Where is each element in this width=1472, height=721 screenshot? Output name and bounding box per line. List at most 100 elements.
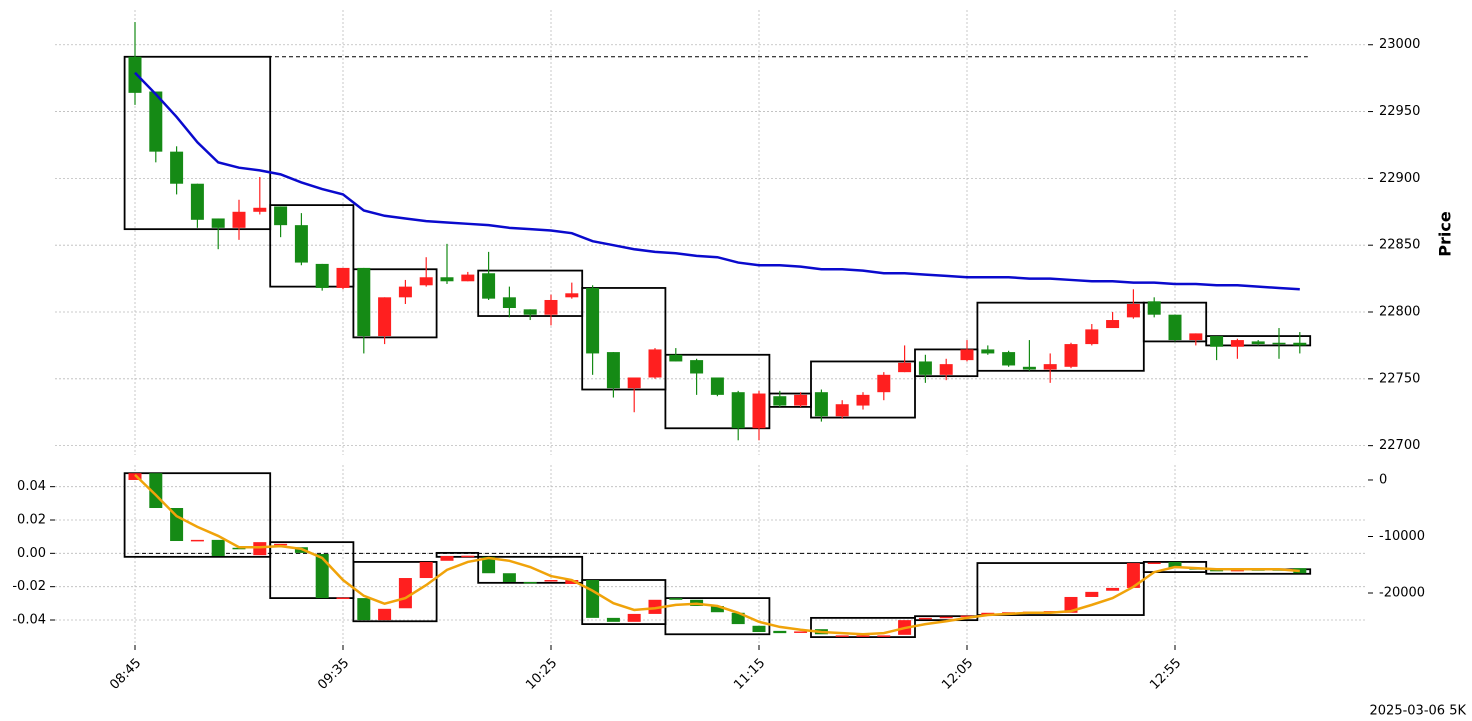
candle-body — [523, 309, 537, 315]
candle-body — [710, 606, 724, 613]
candle-body — [731, 392, 745, 429]
candle-body — [627, 377, 641, 389]
candle-body — [461, 555, 475, 558]
candle-body — [877, 374, 891, 393]
candle-body — [1085, 329, 1099, 345]
candle-body — [357, 267, 371, 337]
candle-body — [1022, 366, 1036, 370]
candle-body — [315, 263, 329, 288]
candle-body — [1106, 587, 1120, 591]
candle-body — [918, 617, 932, 620]
candle-body — [149, 91, 163, 152]
candle-body — [378, 608, 392, 621]
candle-body — [1126, 563, 1140, 588]
range-box — [810, 616, 916, 638]
y-tick-label: 23000 — [1379, 37, 1420, 52]
candle-body — [544, 299, 558, 315]
candle-body — [877, 635, 891, 637]
candle-body — [336, 267, 350, 288]
candle-body — [648, 599, 662, 614]
candle-body — [128, 56, 142, 93]
range-box — [581, 287, 667, 391]
x-tick-label: 09:35 — [315, 656, 352, 693]
candle-body — [232, 211, 246, 228]
candle-body — [627, 613, 641, 622]
candle-body — [794, 394, 808, 406]
candle-body — [939, 364, 953, 375]
candle-body — [1251, 341, 1265, 345]
candle-body — [690, 360, 704, 374]
candle-body — [1002, 352, 1016, 366]
y-tick-label: 0.02 — [17, 513, 46, 528]
range-box — [352, 561, 438, 623]
candle-body — [523, 581, 537, 584]
candle-body — [669, 354, 683, 362]
candle-body — [357, 598, 371, 621]
candle-body — [482, 556, 496, 574]
candle-body — [1043, 364, 1057, 370]
x-tick-label: 12:55 — [1147, 656, 1184, 693]
y-tick-label: 0.00 — [17, 546, 46, 561]
candle-body — [960, 349, 974, 361]
candle-body — [752, 625, 766, 633]
range-box — [269, 541, 355, 599]
candle-body — [315, 554, 329, 599]
candle-body — [274, 543, 288, 546]
candle-body — [606, 617, 620, 622]
candle-body — [586, 287, 600, 354]
candle-body — [814, 392, 828, 417]
candle-body — [669, 598, 683, 600]
candle-body — [232, 547, 246, 550]
candle-body — [544, 580, 558, 582]
indicator-line — [134, 473, 1300, 636]
candle-body — [835, 635, 849, 637]
candle-body — [856, 394, 870, 406]
candle-body — [1147, 301, 1161, 315]
candle-body — [1272, 342, 1286, 345]
candle-body — [398, 286, 412, 298]
candle-body — [170, 508, 184, 542]
candle-body — [960, 615, 974, 618]
annotation: 2025-03-06 5K — [1370, 704, 1467, 719]
candle-body — [1210, 569, 1224, 572]
candle-body — [835, 404, 849, 417]
candle-body — [461, 274, 475, 282]
candle-body — [419, 277, 433, 286]
candle-body — [1230, 569, 1244, 572]
candle-body — [211, 539, 225, 556]
candle-body — [773, 630, 787, 634]
candle-body — [586, 580, 600, 618]
candle-body — [565, 580, 579, 584]
candle-body — [419, 561, 433, 579]
candle-body — [1085, 591, 1099, 597]
x-tick-label: 08:45 — [107, 656, 144, 693]
candle-body — [981, 349, 995, 354]
y-tick-label: 0.04 — [17, 479, 46, 494]
candle-body — [378, 297, 392, 337]
range-box — [269, 204, 355, 288]
candle-body — [939, 616, 953, 619]
candle-body — [1210, 336, 1224, 347]
range-box — [976, 562, 1145, 616]
y-tick-label: 22950 — [1379, 104, 1420, 119]
candle-body — [1168, 314, 1182, 341]
y-tick-label: 22850 — [1379, 238, 1420, 253]
candle-body — [1230, 340, 1244, 347]
candle-body — [1147, 562, 1161, 564]
candle-body — [440, 277, 454, 282]
candle-body — [731, 612, 745, 625]
range-box — [123, 472, 272, 558]
candle-body — [1126, 303, 1140, 318]
y-tick-label: -0.04 — [12, 613, 46, 628]
candle-body — [1168, 561, 1182, 569]
candle-body — [502, 297, 516, 309]
candle-body — [1293, 342, 1307, 346]
candle-body — [336, 597, 350, 600]
indicator-line — [134, 71, 1300, 291]
y-axis-label: Price — [1436, 211, 1455, 257]
candle-body — [606, 352, 620, 389]
candle-body — [856, 635, 870, 637]
x-tick-label: 11:15 — [731, 656, 768, 693]
candle-body — [1064, 344, 1078, 367]
